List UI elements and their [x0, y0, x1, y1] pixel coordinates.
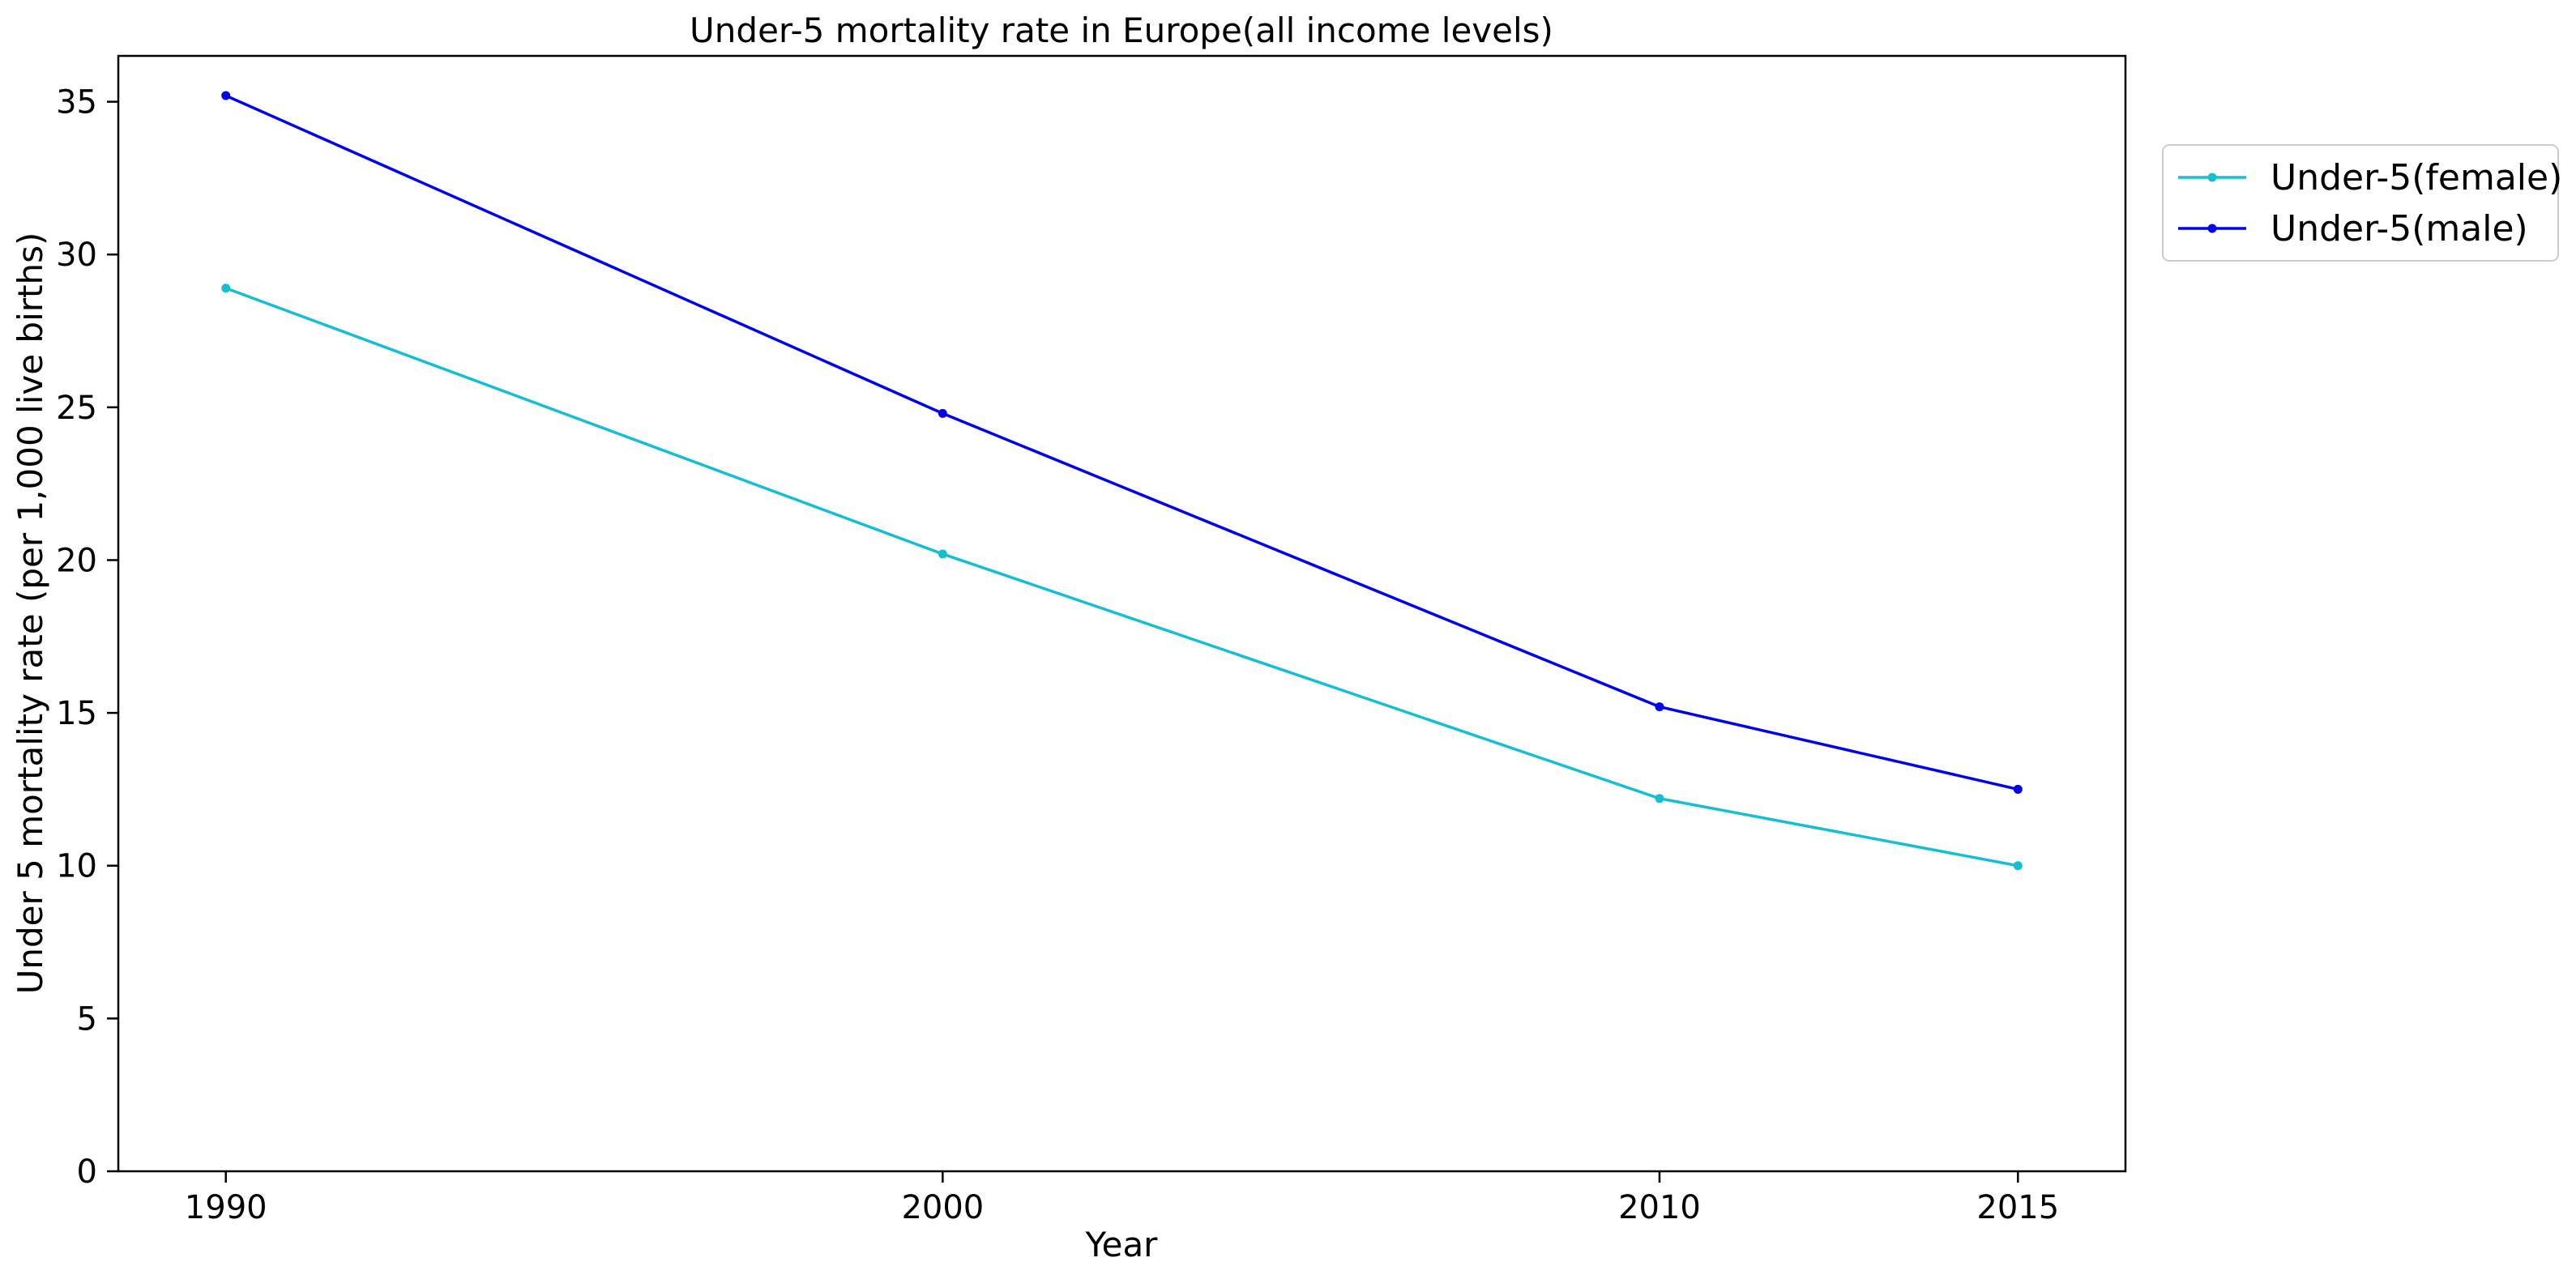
legend-marker-0 — [2207, 173, 2217, 182]
y-axis-title: Under 5 mortality rate (per 1,000 live b… — [11, 232, 50, 995]
chart-title: Under-5 mortality rate in Europe(all inc… — [690, 11, 1553, 50]
data-point — [2013, 784, 2023, 794]
x-axis: 1990 2000 2010 2015 — [185, 1171, 2059, 1226]
legend-label-0: Under-5(female) — [2271, 157, 2562, 198]
x-tick-label: 2000 — [901, 1189, 984, 1226]
legend-marker-1 — [2207, 224, 2217, 233]
series-line-0 — [225, 287, 2019, 868]
series-layer — [221, 91, 2023, 871]
y-tick-label: 30 — [56, 237, 97, 274]
y-tick-label: 5 — [77, 1000, 97, 1038]
data-point — [938, 549, 947, 559]
y-tick-label: 15 — [56, 695, 97, 732]
x-tick-label: 2015 — [1976, 1189, 2059, 1226]
data-point — [1655, 702, 1664, 712]
x-tick-label: 1990 — [185, 1189, 267, 1226]
data-point — [221, 91, 231, 100]
data-point — [938, 408, 947, 418]
legend-box — [2162, 144, 2559, 262]
y-tick-label: 25 — [56, 390, 97, 427]
data-point — [221, 284, 231, 293]
y-tick-label: 0 — [77, 1153, 97, 1191]
data-point — [1655, 794, 1664, 804]
y-tick-label: 35 — [56, 84, 97, 122]
y-tick-label: 10 — [56, 848, 97, 885]
legend: Under-5(female) Under-5(male) — [2162, 144, 2562, 262]
y-axis: 0 5 10 15 20 25 30 35 — [56, 84, 118, 1191]
x-tick-label: 2010 — [1618, 1189, 1701, 1226]
series-line-1 — [224, 94, 2019, 791]
data-point — [2013, 861, 2023, 871]
x-axis-title: Year — [1085, 1225, 1159, 1264]
plot-area — [117, 54, 2127, 1173]
legend-label-1: Under-5(male) — [2271, 208, 2528, 249]
y-tick-label: 20 — [56, 542, 97, 579]
